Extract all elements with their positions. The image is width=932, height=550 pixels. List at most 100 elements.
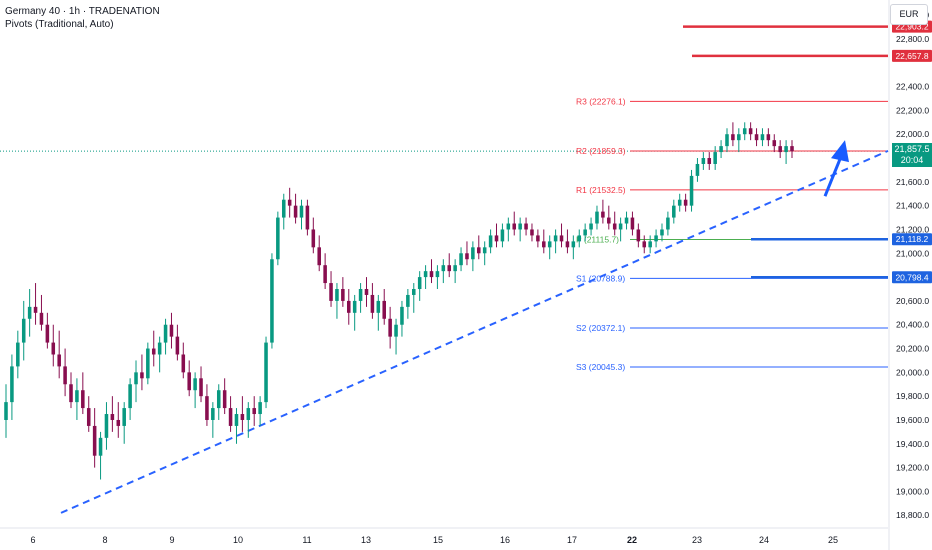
key-level-tag-label: 22,903.2	[895, 22, 928, 32]
candle-body	[281, 199, 286, 218]
time-tick-label: 9	[169, 535, 174, 545]
candle-body	[447, 265, 452, 272]
pivot-label: S3 (20045.3)	[576, 362, 625, 372]
candle-body	[754, 134, 759, 141]
pivot-label: P (21115.7)	[576, 235, 619, 245]
candle-body	[181, 354, 186, 373]
candle-body	[459, 253, 463, 266]
candle-body	[707, 158, 712, 164]
candle-body	[151, 348, 156, 355]
candle-body	[760, 134, 765, 141]
candle-body	[784, 146, 788, 153]
candle-body	[140, 372, 144, 379]
chart-legend: Germany 40 · 1h · TRADENATION Pivots (Tr…	[5, 5, 160, 31]
symbol-title[interactable]: Germany 40 · 1h · TRADENATION	[5, 6, 160, 17]
candle-body	[187, 372, 191, 391]
candle-body	[648, 241, 652, 248]
candle-body	[335, 289, 339, 301]
price-tick-label: 20,400.0	[896, 320, 929, 330]
candle-body	[524, 223, 528, 230]
candle-body	[27, 306, 32, 319]
candle-body	[429, 271, 434, 278]
candle-body	[778, 146, 782, 153]
candle-body	[57, 354, 61, 367]
candle-body	[748, 128, 753, 135]
candle-body	[116, 419, 121, 426]
candle-body	[577, 235, 582, 242]
candle-body	[246, 408, 251, 420]
candle-body	[323, 265, 327, 284]
candle-body	[163, 324, 168, 343]
pivot-label: R3 (22276.1)	[576, 96, 626, 106]
candle-body	[683, 199, 688, 206]
price-tick-label: 21,200.0	[896, 224, 929, 234]
candle-body	[63, 366, 67, 385]
price-tick-label: 20,000.0	[896, 367, 929, 377]
time-tick-label: 17	[567, 535, 577, 545]
candle-body	[293, 205, 298, 218]
candle-body	[412, 289, 416, 295]
key-level-tag-label: 20,798.4	[895, 272, 928, 282]
time-tick-label: 22	[627, 535, 637, 545]
candle-body	[465, 253, 469, 260]
candle-body	[435, 271, 440, 278]
candle-body	[169, 324, 174, 337]
candle-body	[737, 134, 741, 141]
candle-body	[530, 229, 534, 236]
candle-body	[542, 241, 546, 248]
current-price-tag: 21,857.5 20:04	[892, 143, 932, 168]
candle-body	[352, 300, 357, 313]
candle-body	[252, 408, 256, 415]
time-tick-label: 10	[233, 535, 243, 545]
candle-body	[612, 223, 617, 230]
candle-body	[488, 235, 493, 248]
candle-body	[104, 414, 109, 438]
candle-body	[10, 366, 14, 403]
key-level-tag	[892, 49, 932, 62]
forecast-arrow-layer	[823, 140, 849, 197]
candle-body	[388, 318, 392, 337]
candle-body	[382, 300, 386, 319]
time-tick-label: 23	[692, 535, 702, 545]
time-tick-label: 15	[433, 535, 443, 545]
candle-body	[110, 414, 115, 420]
candle-body	[317, 247, 321, 266]
candle-body	[772, 140, 777, 147]
candle-body	[211, 408, 215, 420]
candle-body	[689, 175, 694, 206]
time-tick-label: 25	[828, 535, 838, 545]
candle-body	[270, 259, 274, 343]
price-tick-label: 19,400.0	[896, 439, 929, 449]
candle-body	[624, 217, 629, 224]
pivot-label: R2 (21859.3)	[576, 146, 626, 156]
current-price-value: 21,857.5	[894, 144, 930, 155]
price-tick-label: 21,000.0	[896, 248, 929, 258]
candle-body	[175, 336, 180, 355]
price-tick-label: 22,400.0	[896, 82, 929, 92]
time-tick-label: 11	[302, 535, 311, 545]
candle-body	[228, 408, 233, 426]
candle-body	[571, 241, 576, 248]
candle-body	[364, 289, 369, 295]
candle-body	[222, 390, 227, 409]
candle-body	[75, 390, 79, 403]
candle-body	[376, 300, 381, 313]
candle-body	[370, 294, 375, 313]
key-level-tag-label: 21,118.2	[896, 234, 929, 244]
candle-body	[500, 229, 505, 242]
candle-body	[441, 265, 446, 272]
time-tick-label: 16	[500, 535, 510, 545]
candle-body	[358, 289, 363, 301]
candles-layer	[4, 122, 794, 480]
indicator-label[interactable]: Pivots (Traditional, Auto)	[5, 19, 114, 30]
forecast-arrow-shaft	[823, 153, 844, 197]
currency-button[interactable]: EUR	[890, 4, 928, 25]
candle-body	[666, 217, 670, 230]
candle-body	[157, 342, 162, 355]
candle-body	[547, 241, 552, 248]
price-tags: 22,903.2 22,657.8 21,118.2 20,798.4	[892, 20, 932, 284]
candle-body	[122, 408, 126, 426]
time-tick-label: 6	[30, 535, 35, 545]
candle-body	[423, 271, 428, 278]
